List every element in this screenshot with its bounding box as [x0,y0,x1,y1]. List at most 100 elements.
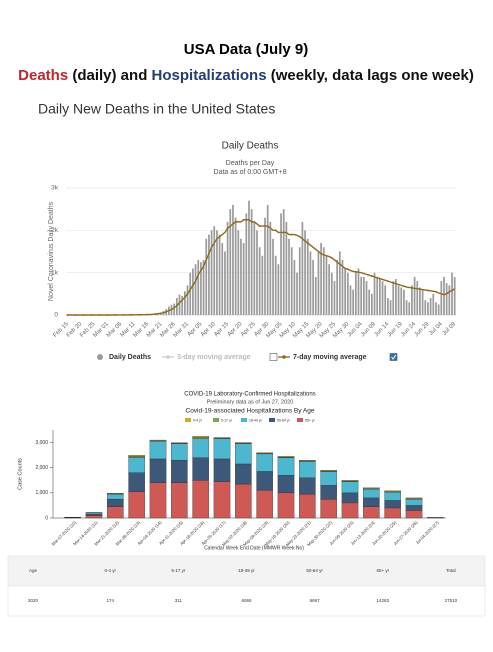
legend-label[interactable]: 18-49 yr [249,418,263,422]
legend-label[interactable]: 5-17 yr [221,418,233,422]
subtitle-text: (daily) and [72,67,147,84]
deaths-word: Deaths [18,67,68,84]
bar [432,293,435,315]
bar [405,300,408,315]
legend-marker[interactable] [166,355,170,359]
bar [253,221,256,315]
bar [397,285,400,315]
bar [288,238,290,315]
bar-segment [192,438,209,458]
bar [264,217,266,315]
bar [258,247,261,315]
legend-marker[interactable] [97,354,103,360]
table-cell: 174 [106,598,114,603]
legend-swatch[interactable] [269,418,275,422]
bar [413,276,416,315]
line-point [234,220,237,223]
legend-swatch[interactable] [241,418,247,422]
line-point [90,314,93,316]
bar-segment [405,505,423,511]
bar [248,200,250,315]
bar [448,285,451,315]
bar-segment [128,454,145,457]
legend-checkbox[interactable] [389,353,398,361]
bar-segment [256,490,273,519]
legend-label[interactable]: 3-day moving average [177,354,251,361]
chart-subtitle: Deaths per Day [226,160,275,167]
bar [221,243,224,315]
bar [306,238,309,315]
bar [354,272,357,315]
line-point [322,253,325,256]
bar [218,234,221,315]
bar [282,209,285,315]
line-point [226,227,229,230]
bar [453,276,456,315]
legend-label[interactable]: Daily Deaths [109,354,151,361]
line-point [250,220,253,223]
bar-segment [363,497,380,507]
bar-segment [320,470,337,472]
table-header-row [7,555,486,587]
bar-segment [363,506,380,519]
bar-segment [128,472,145,492]
line-point [242,218,245,221]
bar [266,204,269,315]
bar [250,209,253,315]
legend-swatch[interactable] [213,418,219,422]
line-point [451,289,453,292]
bar-segment [213,481,231,519]
bar-segment [213,438,231,460]
bar-segment [235,443,252,465]
bar-segment [107,493,124,500]
bar [224,251,226,315]
legend-label[interactable]: 0-4 yr [193,418,203,422]
section-title: Daily New Deaths in the United States [38,101,275,117]
bar [368,289,371,315]
legend-label[interactable]: 7-day moving average [293,354,367,361]
legend-checkbox[interactable] [269,353,278,361]
table-header-cell: 65+ yr [376,568,389,573]
bar [451,272,453,315]
bar [317,251,320,315]
bar [237,230,240,315]
legend-swatch[interactable] [297,418,303,422]
legend-marker[interactable] [282,355,286,359]
legend-label[interactable]: 50-64 yr [277,418,291,422]
x-tick-label: Jun 29 [414,321,431,338]
table-cell: 6065 [241,598,252,603]
line-point [346,268,349,271]
bar [269,221,272,315]
line-point [258,225,261,228]
bar-segment [171,482,188,519]
line-point [274,229,277,232]
bar-segment [149,482,167,519]
bar-segment [192,457,209,481]
chart-note: Data as of 0:00 GMT+8 [214,169,287,176]
bar [403,289,405,315]
bar-segment [192,437,209,439]
bar [320,243,322,315]
bar [400,287,403,315]
bar [178,294,181,315]
bar [437,304,440,315]
line-point [282,231,285,234]
y-tick-label: 1k [51,269,59,276]
line-point [386,280,389,283]
y-tick-label: 1,000 [35,490,48,496]
bar [205,238,208,315]
bar [208,234,210,315]
line-point [338,263,341,266]
legend-swatch[interactable] [185,418,191,422]
bar [408,302,411,315]
bar [333,281,336,315]
bar [421,289,424,315]
bar-segment [149,441,167,460]
chart-title: Daily Deaths [222,141,279,152]
bar [392,281,395,315]
legend-label[interactable]: 65+ yr [305,418,316,422]
bar-segment [171,460,188,483]
bar-segment [341,480,359,482]
bar [216,230,218,315]
bar [290,247,293,315]
